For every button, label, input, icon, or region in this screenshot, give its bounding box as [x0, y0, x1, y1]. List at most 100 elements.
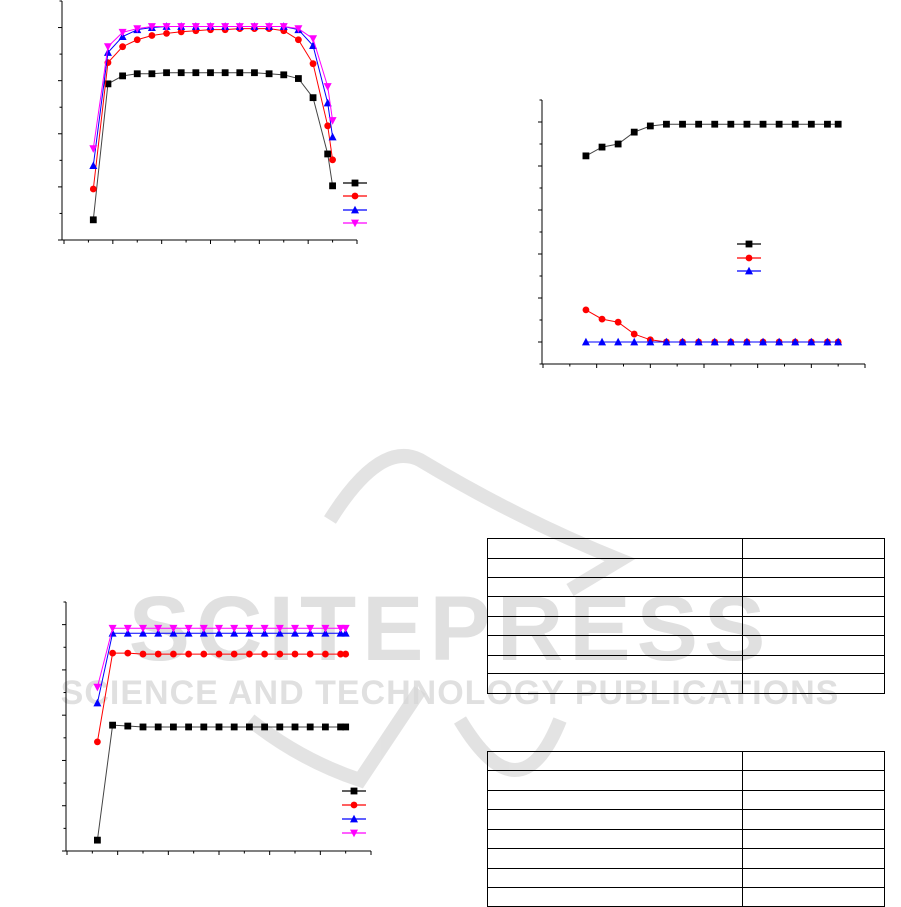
series-4-point [309, 35, 318, 43]
series-1-point [265, 70, 273, 78]
series-2-point [246, 650, 253, 658]
series-1-point [711, 120, 719, 128]
series-2-point [324, 122, 332, 130]
series-3-point [199, 629, 208, 637]
series-2-point [261, 650, 268, 658]
table-cell-value [741, 868, 886, 888]
series-4-point [169, 624, 178, 633]
series-4-point [291, 624, 299, 633]
series-1-point [291, 723, 299, 731]
series-4-point [336, 624, 345, 633]
series-3-point [103, 48, 112, 56]
table-cell-label [487, 673, 743, 694]
series-2-point [342, 650, 350, 658]
series-1-point [221, 69, 229, 77]
series-4-point [206, 23, 215, 31]
series-4-point [139, 624, 147, 633]
series-1-point [163, 69, 170, 77]
series-1-point [695, 120, 703, 128]
series-1-point [791, 120, 799, 128]
series-2-point [329, 156, 336, 164]
table-row [487, 655, 886, 674]
series-4-point [191, 23, 200, 31]
series-1-point [154, 723, 162, 731]
series-2-point [230, 650, 238, 658]
series-3-point [742, 337, 751, 346]
table-cell-value [741, 848, 886, 869]
table-cell-value [741, 577, 886, 597]
series-3-point [775, 337, 784, 346]
legend-4-marker [351, 219, 359, 228]
table-cell-value [741, 751, 886, 771]
series-1-point [207, 69, 214, 77]
series-4-point [93, 683, 102, 692]
series-4-point [118, 28, 127, 37]
legend-3-marker [350, 814, 358, 823]
table-cell-value [741, 558, 886, 578]
series-4-point [328, 117, 337, 125]
table-cell-label [487, 655, 743, 674]
series-3-point [823, 337, 832, 346]
legend-1-marker [745, 240, 753, 248]
series-3-point [598, 337, 607, 346]
table-cell-value [741, 790, 886, 810]
series-3-point [694, 337, 703, 346]
table-row [487, 848, 886, 869]
series-3-point [581, 337, 590, 346]
series-4-line [96, 627, 346, 688]
series-1-point [614, 140, 622, 148]
series-3-line [96, 632, 346, 704]
series-3-point [215, 629, 223, 637]
series-1-point [200, 723, 208, 731]
series-3-point [328, 132, 337, 141]
legend-2-marker [745, 254, 753, 262]
series-2-point [295, 36, 302, 44]
series-4-point [215, 624, 223, 633]
series-2-point [185, 650, 193, 658]
series-3-point [614, 337, 623, 346]
table-row [487, 635, 886, 656]
series-4-line [92, 25, 334, 149]
series-1-point [185, 723, 192, 731]
series-4-point [306, 624, 315, 633]
table-cell-value [741, 655, 886, 674]
series-4-point [260, 624, 269, 633]
series-1-point [94, 836, 101, 844]
series-1-point [109, 721, 116, 729]
table-cell-label [487, 809, 743, 830]
series-2-point [200, 650, 208, 658]
legend-2-marker [350, 801, 358, 809]
table-row [487, 558, 886, 578]
series-1-point [322, 723, 329, 731]
table-cell-label [487, 596, 743, 617]
series-2-point [154, 650, 162, 658]
series-1-point [342, 723, 350, 731]
series-2-point [124, 649, 132, 657]
series-4-point [279, 23, 288, 31]
legend-1-marker [350, 787, 358, 795]
series-3-point [139, 629, 147, 637]
series-1-line [96, 724, 346, 841]
series-2-point [291, 650, 299, 658]
series-1-point [337, 723, 344, 731]
series-4-point [123, 624, 132, 633]
series-1-point [139, 723, 147, 731]
table-cell-label [487, 887, 743, 907]
legend-1-marker [351, 179, 359, 187]
series-1-point [727, 120, 735, 128]
table-row [487, 596, 886, 617]
series-3-point [321, 629, 330, 637]
series-3-point [834, 337, 843, 346]
series-1-point [124, 722, 132, 730]
series-3-point [726, 337, 735, 346]
series-4-point [341, 624, 350, 633]
series-4-point [177, 23, 186, 31]
series-3-point [710, 337, 719, 346]
series-1-point [177, 69, 185, 77]
series-1-point [192, 69, 200, 77]
series-1-point [170, 723, 177, 731]
table-row [487, 790, 886, 810]
table-cell-label [487, 577, 743, 597]
series-1-point [759, 120, 767, 128]
legend-4-marker [350, 829, 358, 838]
